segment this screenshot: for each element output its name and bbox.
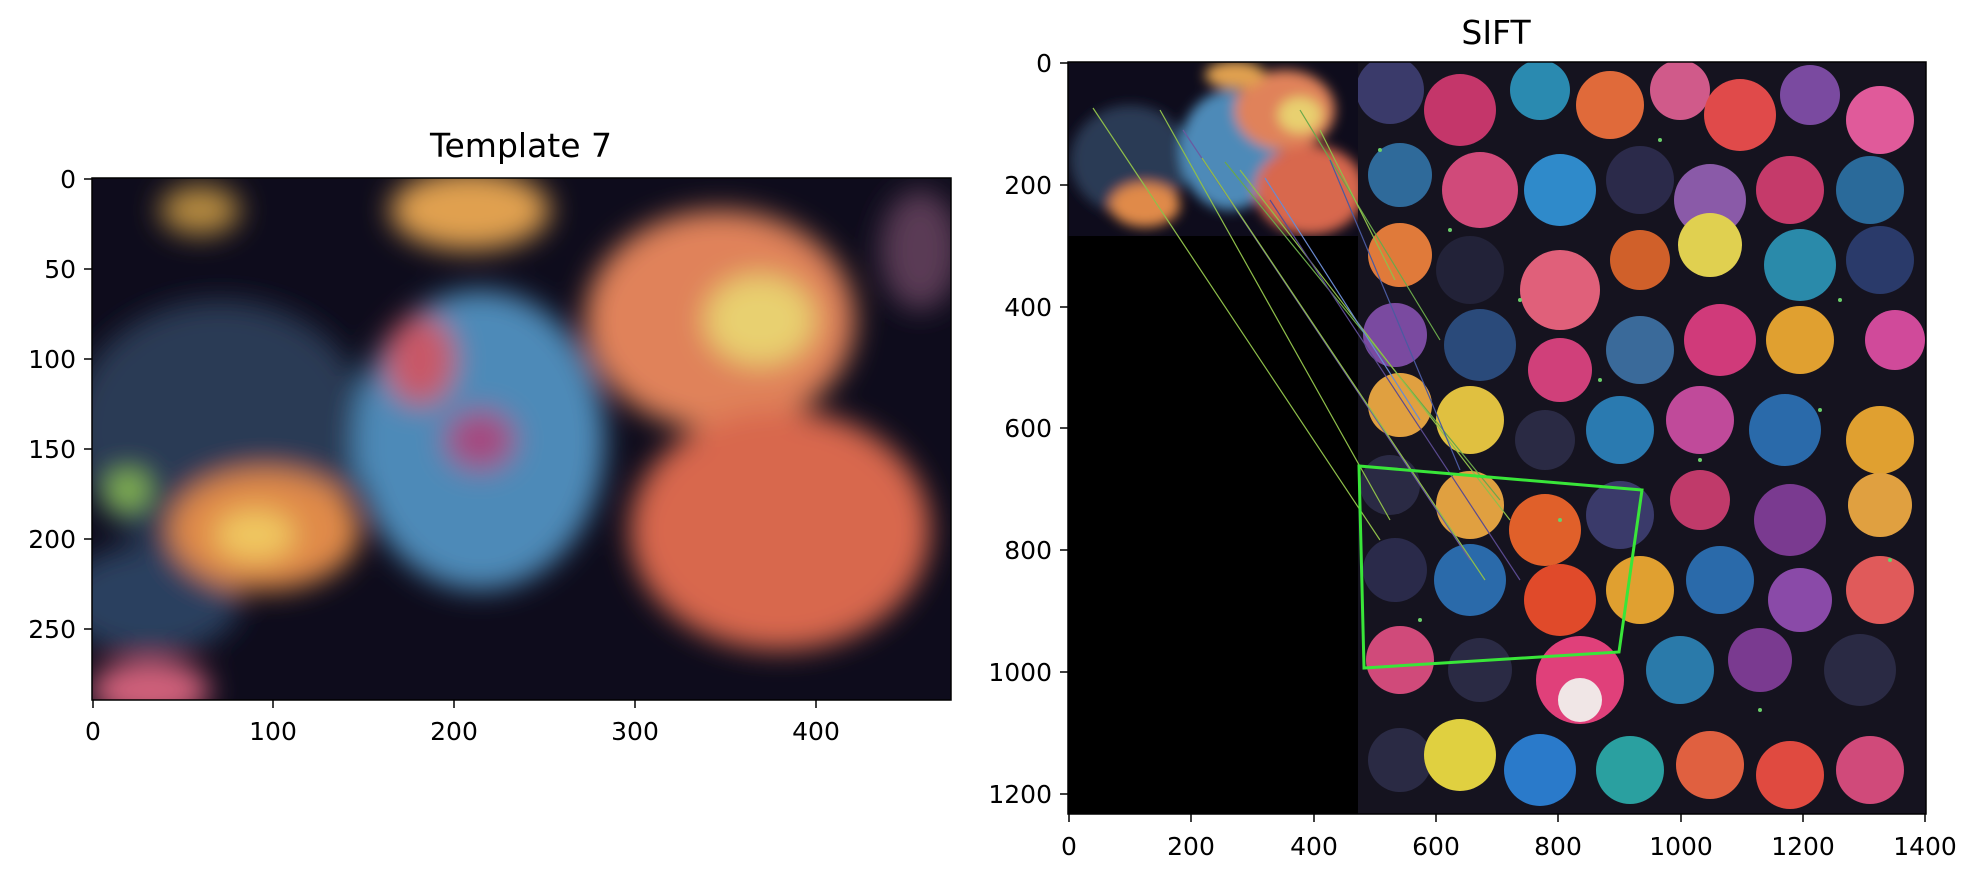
template-y-tick: 50 xyxy=(44,255,76,284)
template-y-tick: 150 xyxy=(28,435,76,464)
sift-x-tick: 1200 xyxy=(1771,832,1835,861)
sift-y-tick: 1200 xyxy=(988,780,1052,809)
sift-match-lines xyxy=(1092,107,1521,581)
sift-match-box xyxy=(1357,464,1644,670)
sift-y-tick: 800 xyxy=(1004,536,1052,565)
template-image xyxy=(92,178,951,700)
template-x-axis: 0 100 200 300 400 xyxy=(85,700,840,746)
template-x-tick: 400 xyxy=(792,717,840,746)
sift-x-tick: 0 xyxy=(1061,832,1077,861)
template-y-tick: 100 xyxy=(28,345,76,374)
sift-image xyxy=(1068,62,1926,814)
sift-x-tick: 1000 xyxy=(1649,832,1713,861)
sift-x-tick: 200 xyxy=(1167,832,1215,861)
template-y-axis: 0 50 100 150 200 250 xyxy=(28,165,92,644)
sift-y-tick: 200 xyxy=(1004,171,1052,200)
sift-x-tick: 400 xyxy=(1290,832,1338,861)
template-x-tick: 200 xyxy=(430,717,478,746)
sift-title: SIFT xyxy=(1461,13,1531,52)
template-axes-frame xyxy=(91,177,952,701)
template-x-tick: 0 xyxy=(85,717,101,746)
sift-y-tick: 1000 xyxy=(988,658,1052,687)
sift-axes-frame xyxy=(1067,61,1927,815)
sift-template-thumbnail xyxy=(1068,62,1358,236)
sift-y-axis: 0 200 400 600 800 1000 1200 xyxy=(988,49,1068,809)
template-title: Template 7 xyxy=(429,126,612,165)
sift-x-tick: 600 xyxy=(1412,832,1460,861)
template-x-tick: 300 xyxy=(611,717,659,746)
sift-panel: SIFT xyxy=(988,13,1956,861)
sift-y-tick: 0 xyxy=(1036,49,1052,78)
template-panel: Template 7 xyxy=(28,126,952,746)
template-y-tick: 200 xyxy=(28,525,76,554)
sift-x-axis: 0 200 400 600 800 1000 1200 1400 xyxy=(1061,814,1957,861)
template-y-tick: 250 xyxy=(28,615,76,644)
template-y-tick: 0 xyxy=(60,165,76,194)
template-x-tick: 100 xyxy=(249,717,297,746)
sift-x-tick: 1400 xyxy=(1893,832,1957,861)
sift-x-tick: 800 xyxy=(1534,832,1582,861)
sift-y-tick: 400 xyxy=(1004,293,1052,322)
sift-y-tick: 600 xyxy=(1004,414,1052,443)
sift-scene-image xyxy=(1358,62,1926,814)
